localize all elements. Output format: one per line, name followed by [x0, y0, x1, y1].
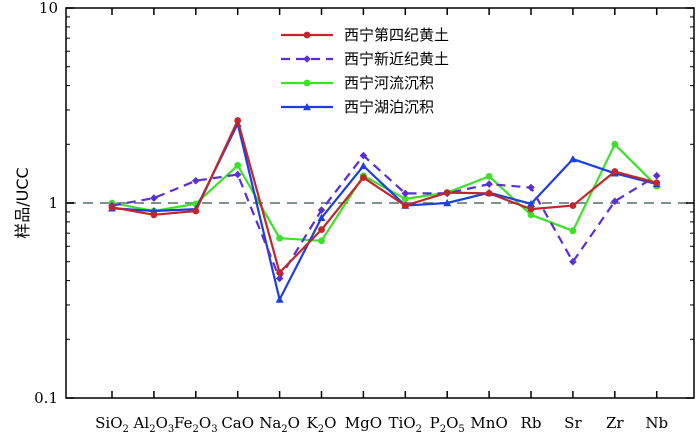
data-point	[359, 151, 368, 160]
y-tick-label: 10	[39, 0, 58, 17]
data-point	[569, 202, 577, 209]
legend-label: 西宁湖泊沉积	[344, 98, 434, 116]
data-point	[317, 213, 326, 221]
data-point	[527, 199, 535, 208]
x-tick-label: Zr	[606, 414, 624, 432]
x-tick-label: TiO2	[389, 414, 422, 435]
data-point	[485, 190, 493, 197]
x-tick-label: P2O5	[430, 414, 465, 435]
data-point	[318, 237, 325, 245]
data-point	[192, 207, 200, 215]
data-point	[611, 168, 619, 175]
data-point	[652, 171, 661, 180]
x-axis: SiO2 Al2O3 Fe2O3 CaO Na2O K2O MgO TiO2 P2O5 MnO Rb…	[95, 8, 668, 435]
legend-label: 西宁第四纪黄土	[344, 26, 449, 44]
x-tick-label: Nb	[645, 414, 668, 432]
data-point	[527, 211, 535, 219]
data-point	[192, 176, 200, 185]
x-tick-label: SiO2	[95, 414, 129, 435]
data-point	[443, 189, 451, 197]
data-point	[303, 55, 311, 63]
legend-item: 西宁湖泊沉积	[281, 98, 434, 116]
data-point	[569, 257, 577, 266]
data-point	[401, 195, 409, 203]
series-line	[111, 154, 658, 280]
legend-item: 西宁第四纪黄土	[281, 26, 449, 44]
data-point	[303, 103, 311, 111]
data-point	[233, 170, 242, 179]
data-point	[401, 202, 409, 209]
data-point	[527, 183, 535, 192]
x-tick-label: Na2O	[259, 414, 300, 435]
legend-label: 西宁河流沉积	[344, 74, 434, 92]
y-axis: 0.1 1 10	[34, 0, 694, 407]
y-tick-label: 0.1	[34, 389, 58, 407]
x-tick-label: Sr	[564, 414, 582, 432]
data-point	[317, 206, 326, 214]
data-point	[611, 197, 619, 206]
data-point	[303, 79, 311, 87]
data-point	[108, 203, 116, 211]
data-point	[401, 189, 410, 198]
legend-item: 西宁河流沉积	[281, 74, 434, 92]
data-point	[568, 155, 577, 163]
x-tick-label: CaO	[221, 414, 254, 432]
y-axis-label: 样品/UCC	[13, 167, 32, 238]
data-point	[318, 226, 325, 234]
x-tick-label: Al2O3	[133, 414, 175, 435]
x-tick-label: K2O	[307, 414, 337, 435]
data-point	[303, 31, 311, 39]
data-point	[150, 211, 158, 219]
data-point	[276, 269, 283, 276]
data-point	[360, 174, 367, 181]
data-point	[234, 117, 242, 124]
data-point	[527, 205, 535, 213]
data-point	[485, 180, 493, 188]
data-point	[485, 172, 493, 180]
data-point	[653, 179, 661, 187]
x-tick-label: Fe2O3	[174, 414, 218, 435]
y-tick-label: 1	[48, 194, 58, 212]
data-point	[150, 194, 158, 202]
data-point	[276, 234, 283, 242]
data-point	[611, 140, 619, 148]
series-1	[108, 117, 661, 276]
legend-label: 西宁新近纪黄土	[344, 50, 449, 68]
data-point	[275, 274, 284, 283]
data-point	[443, 199, 452, 207]
data-point	[569, 227, 577, 235]
series-layer	[108, 117, 661, 303]
legend-item: 西宁新近纪黄土	[281, 50, 449, 68]
x-tick-label: MnO	[470, 414, 507, 432]
x-tick-label: MgO	[345, 414, 382, 432]
data-point	[275, 295, 284, 303]
data-point	[234, 161, 242, 169]
x-tick-label: Rb	[521, 414, 542, 432]
data-point	[359, 161, 368, 170]
series-line	[111, 119, 657, 274]
